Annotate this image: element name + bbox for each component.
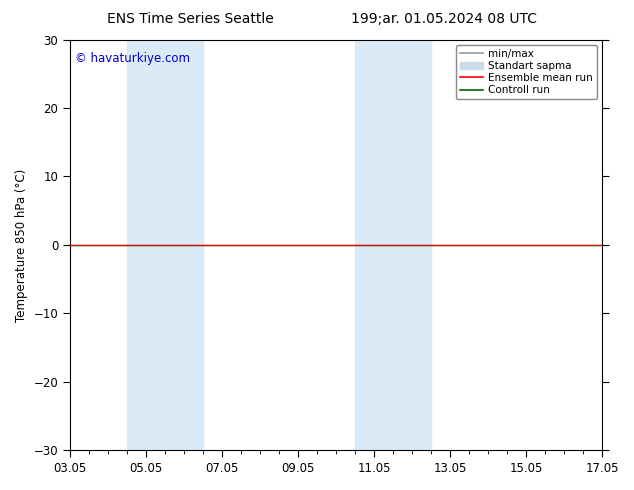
Legend: min/max, Standart sapma, Ensemble mean run, Controll run: min/max, Standart sapma, Ensemble mean r… (456, 45, 597, 99)
Bar (355, 40, 431, 450)
Text: © havaturkiye.com: © havaturkiye.com (75, 52, 190, 65)
Y-axis label: Temperature 850 hPa (°C): Temperature 850 hPa (°C) (15, 168, 28, 321)
Bar (127, 40, 203, 450)
Text: ENS Time Series Seattle: ENS Time Series Seattle (107, 12, 274, 26)
Text: 199;ar. 01.05.2024 08 UTC: 199;ar. 01.05.2024 08 UTC (351, 12, 537, 26)
